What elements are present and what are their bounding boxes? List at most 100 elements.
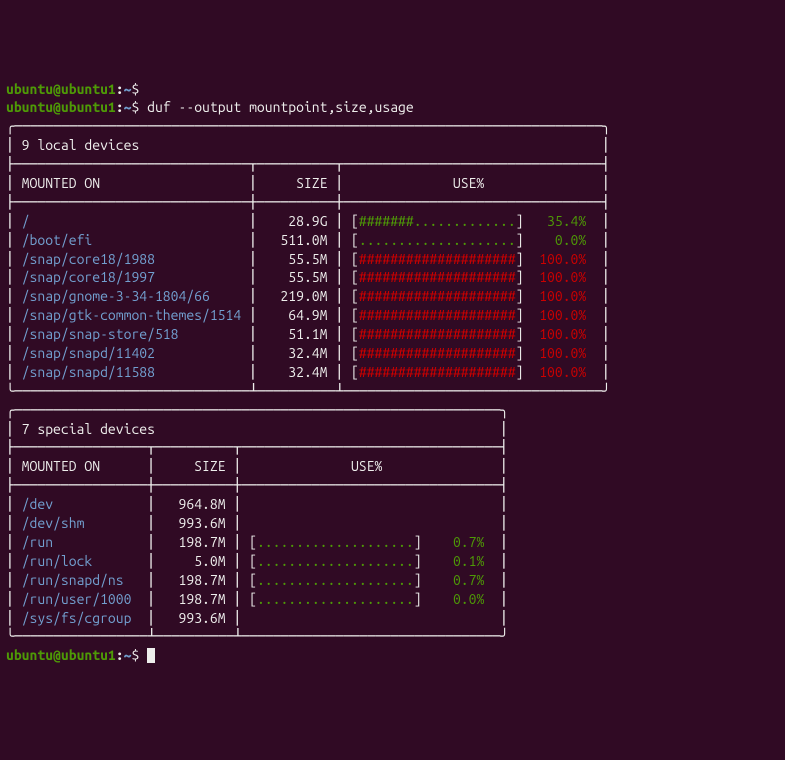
table-line: │ /run/lock │ 5.0M │ [..................…	[6, 552, 779, 571]
size-value: 32.4M	[265, 364, 328, 380]
size-value: 198.7M	[163, 534, 226, 550]
table-line: │ /snap/gtk-common-themes/1514 │ 64.9M │…	[6, 306, 779, 325]
prompt-user: ubuntu	[6, 81, 53, 97]
table-line: │ 9 local devices │	[6, 136, 779, 155]
table-line: │ /snap/snapd/11402 │ 32.4M │ [#########…	[6, 344, 779, 363]
table-line: │ /snap/snapd/11588 │ 32.4M │ [#########…	[6, 363, 779, 382]
usage-pct: 35.4%	[531, 213, 586, 229]
table-line: │ /snap/gnome-3-34-1804/66 │ 219.0M │ [#…	[6, 287, 779, 306]
table-line: ╰──────────────────────────────┴────────…	[6, 382, 779, 401]
mountpoint: /run	[22, 534, 140, 550]
prompt-user: ubuntu	[6, 99, 53, 115]
usage-bar: ####################	[359, 288, 516, 304]
usage-pct: 0.0%	[429, 591, 484, 607]
usage-pct: 100.0%	[531, 269, 586, 285]
size-value: 5.0M	[163, 553, 226, 569]
mountpoint: /dev	[22, 496, 140, 512]
terminal-output: ubuntu@ubuntu1:~$ ubuntu@ubuntu1:~$ duf …	[6, 80, 779, 666]
table-line: │ /run/user/1000 │ 198.7M │ [...........…	[6, 590, 779, 609]
table-line: │ / │ 28.9G │ [#######.............] 35.…	[6, 212, 779, 231]
table-line: │ /snap/core18/1988 │ 55.5M │ [#########…	[6, 250, 779, 269]
size-value: 198.7M	[163, 572, 226, 588]
usage-bar: ####################	[359, 307, 516, 323]
table-line: ╭───────────────────────────────────────…	[6, 401, 779, 420]
usage-pct: 100.0%	[531, 364, 586, 380]
prompt-user: ubuntu	[6, 647, 53, 663]
mountpoint: /snap/gtk-common-themes/1514	[22, 307, 242, 323]
table-line: ╭───────────────────────────────────────…	[6, 117, 779, 136]
size-value: 55.5M	[265, 251, 328, 267]
usage-bar: ....................	[257, 572, 414, 588]
prompt-at: @	[53, 99, 61, 115]
usage-pct: 100.0%	[531, 288, 586, 304]
table-line: │ /dev │ 964.8M │ │	[6, 495, 779, 514]
size-value: 64.9M	[265, 307, 328, 323]
usage-bar: ####################	[359, 326, 516, 342]
table-line: │ /snap/snap-store/518 │ 51.1M │ [######…	[6, 325, 779, 344]
usage-bar: ....................	[359, 232, 516, 248]
mountpoint: /snap/core18/1988	[22, 251, 242, 267]
prompt-path: ~	[124, 647, 132, 663]
prompt-host: ubuntu1	[61, 81, 116, 97]
table-line: ├─────────────────┬──────────┬──────────…	[6, 438, 779, 457]
prompt-line: ubuntu@ubuntu1:~$ duf --output mountpoin…	[6, 98, 779, 117]
table-line: │ /boot/efi │ 511.0M │ [................…	[6, 231, 779, 250]
mountpoint: /snap/core18/1997	[22, 269, 242, 285]
usage-bar: ####################	[359, 364, 516, 380]
usage-bar: ....................	[257, 534, 414, 550]
command-text: duf --output mountpoint,size,usage	[139, 99, 413, 115]
prompt-colon: :	[116, 99, 124, 115]
mountpoint: /snap/gnome-3-34-1804/66	[22, 288, 242, 304]
prompt-at: @	[53, 647, 61, 663]
mountpoint: /run/snapd/ns	[22, 572, 140, 588]
size-value: 32.4M	[265, 345, 328, 361]
mountpoint: /snap/snap-store/518	[22, 326, 242, 342]
table-line: │ MOUNTED ON │ SIZE │ USE% │	[6, 457, 779, 476]
size-value: 219.0M	[265, 288, 328, 304]
usage-pct: 0.7%	[429, 534, 484, 550]
prompt-line: ubuntu@ubuntu1:~$	[6, 80, 779, 99]
usage-pct: 100.0%	[531, 345, 586, 361]
size-value: 993.6M	[163, 610, 226, 626]
prompt-line: ubuntu@ubuntu1:~$	[6, 646, 779, 665]
size-value: 993.6M	[163, 515, 226, 531]
usage-pct: 0.1%	[429, 553, 484, 569]
mountpoint: /	[22, 213, 242, 229]
cursor[interactable]	[147, 648, 155, 663]
size-value: 55.5M	[265, 269, 328, 285]
table-line: │ /run │ 198.7M │ [....................]…	[6, 533, 779, 552]
mountpoint: /boot/efi	[22, 232, 242, 248]
usage-pct: 0.0%	[531, 232, 586, 248]
usage-bar: ....................	[257, 553, 414, 569]
table-line: │ 7 special devices │	[6, 420, 779, 439]
usage-bar: ....................	[257, 591, 414, 607]
table-line: ├──────────────────────────────┼────────…	[6, 193, 779, 212]
usage-bar: ####################	[359, 345, 516, 361]
table-line: ├─────────────────┼──────────┼──────────…	[6, 476, 779, 495]
prompt-host: ubuntu1	[61, 99, 116, 115]
usage-pct: 100.0%	[531, 251, 586, 267]
usage-bar: ####################	[359, 251, 516, 267]
usage-bar: ####################	[359, 269, 516, 285]
table-line: │ /dev/shm │ 993.6M │ │	[6, 514, 779, 533]
usage-bar: #######.............	[359, 213, 516, 229]
usage-pct: 100.0%	[531, 326, 586, 342]
mountpoint: /snap/snapd/11588	[22, 364, 242, 380]
size-value: 51.1M	[265, 326, 328, 342]
size-value: 511.0M	[265, 232, 328, 248]
size-value: 28.9G	[265, 213, 328, 229]
table-line: ├──────────────────────────────┬────────…	[6, 155, 779, 174]
prompt-colon: :	[116, 81, 124, 97]
table-line: │ /snap/core18/1997 │ 55.5M │ [#########…	[6, 268, 779, 287]
command-text	[139, 81, 147, 97]
prompt-host: ubuntu1	[61, 647, 116, 663]
prompt-dollar: $	[131, 647, 139, 663]
table-line: ╰─────────────────┴──────────┴──────────…	[6, 627, 779, 646]
mountpoint: /run/user/1000	[22, 591, 140, 607]
table-line: │ MOUNTED ON │ SIZE │ USE% │	[6, 174, 779, 193]
mountpoint: /run/lock	[22, 553, 140, 569]
mountpoint: /snap/snapd/11402	[22, 345, 242, 361]
prompt-at: @	[53, 81, 61, 97]
size-value: 964.8M	[163, 496, 226, 512]
size-value: 198.7M	[163, 591, 226, 607]
